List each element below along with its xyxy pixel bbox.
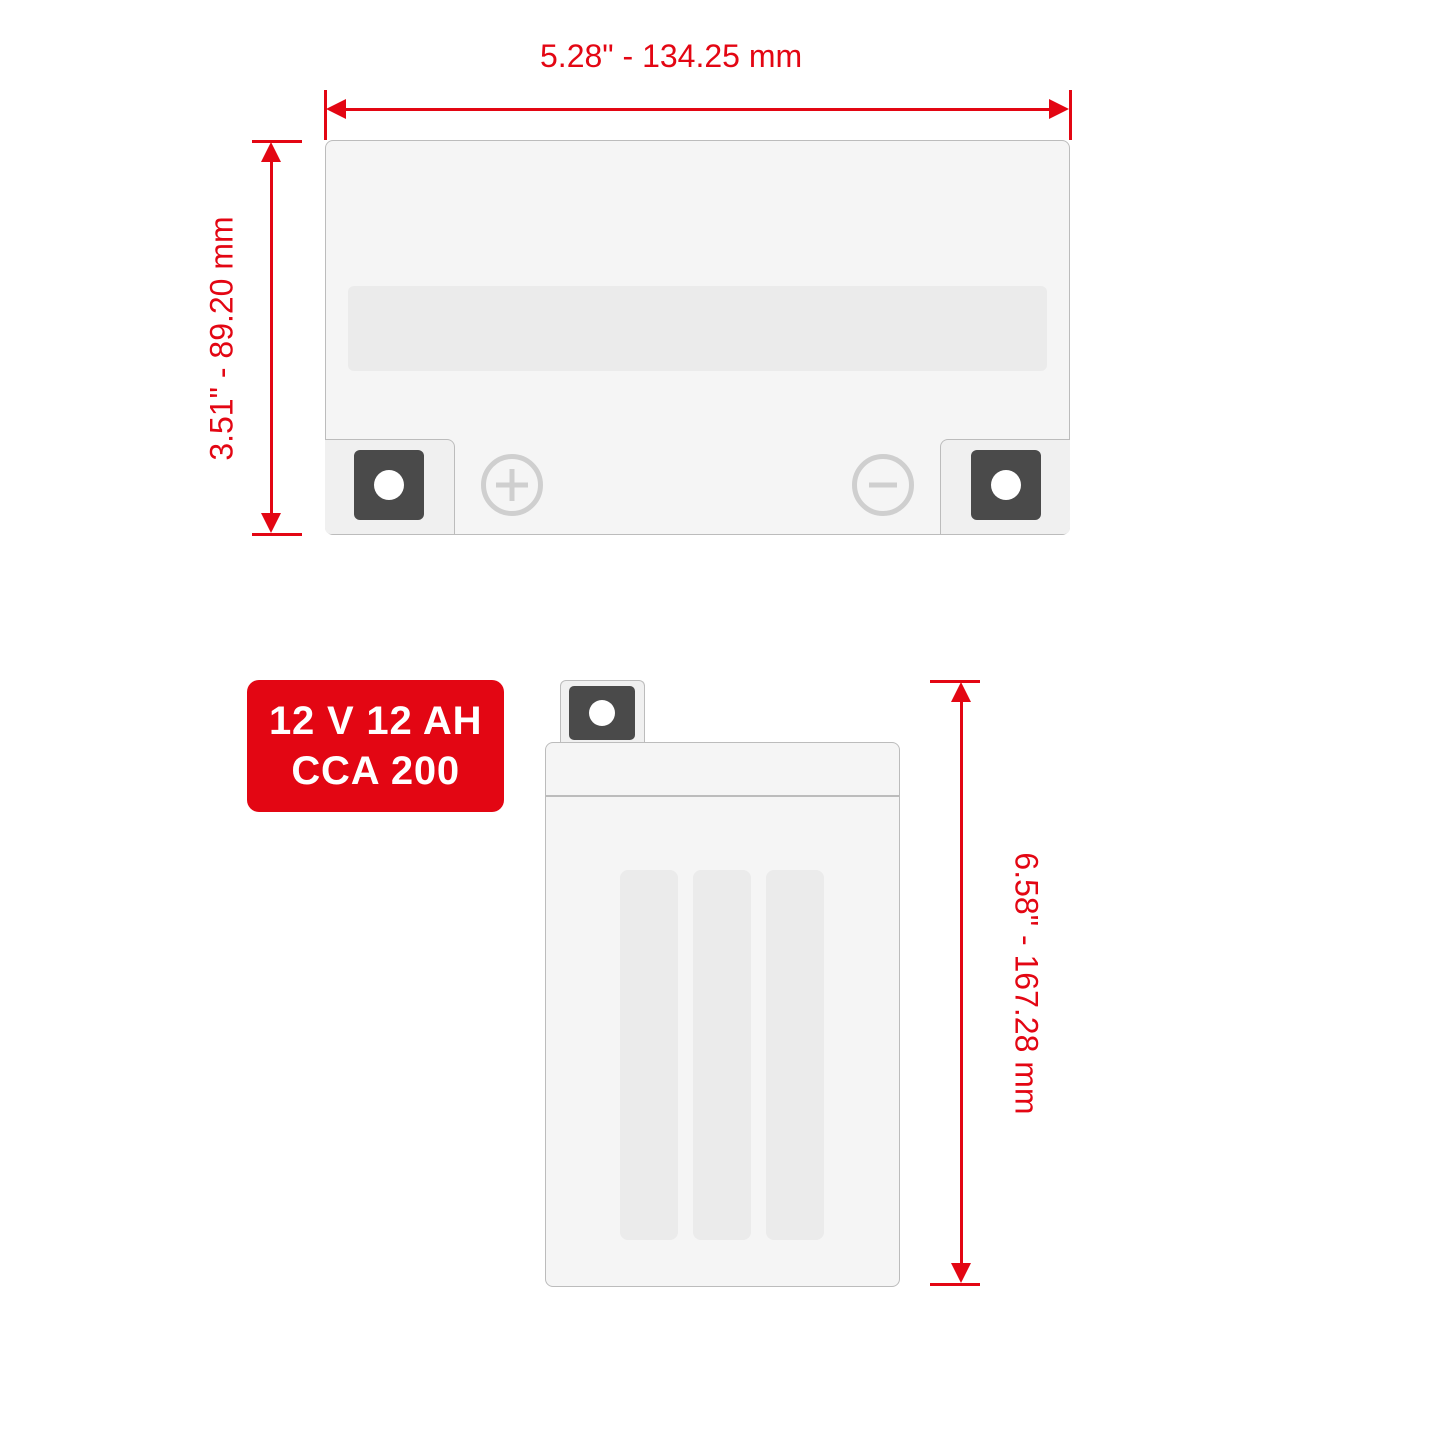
dim-height-line bbox=[960, 700, 963, 1265]
dim-depth-arrow-up bbox=[261, 142, 281, 162]
dim-depth-tick-bottom bbox=[252, 533, 302, 536]
battery-top-view bbox=[325, 140, 1070, 535]
terminal-right bbox=[971, 450, 1041, 520]
side-lid-line bbox=[545, 795, 900, 797]
diagram-canvas: 5.28" - 134.25 mm 3.51" - 89.20 mm 12 V … bbox=[0, 0, 1445, 1445]
side-rib-3 bbox=[766, 870, 824, 1240]
dim-width-arrow-right bbox=[1049, 99, 1069, 119]
dim-width-tick-right bbox=[1069, 90, 1072, 140]
dim-width-label: 5.28" - 134.25 mm bbox=[540, 38, 802, 75]
minus-icon bbox=[852, 454, 914, 516]
dim-height-label: 6.58" - 167.28 mm bbox=[1008, 852, 1045, 1114]
dim-height-arrow-up bbox=[951, 682, 971, 702]
side-terminal bbox=[569, 686, 635, 740]
spec-badge: 12 V 12 AH CCA 200 bbox=[247, 680, 504, 812]
dim-height-arrow-down bbox=[951, 1263, 971, 1283]
plus-icon bbox=[481, 454, 543, 516]
spec-line-1: 12 V 12 AH bbox=[269, 696, 482, 746]
dim-width-arrow-left bbox=[326, 99, 346, 119]
dim-depth-line bbox=[270, 160, 273, 515]
battery-label-strip bbox=[348, 286, 1047, 371]
dim-width-line bbox=[345, 108, 1050, 111]
side-rib-2 bbox=[693, 870, 751, 1240]
spec-line-2: CCA 200 bbox=[269, 746, 482, 796]
terminal-left bbox=[354, 450, 424, 520]
dim-depth-arrow-down bbox=[261, 513, 281, 533]
side-rib-1 bbox=[620, 870, 678, 1240]
dim-height-tick-bottom bbox=[930, 1283, 980, 1286]
battery-side-view bbox=[545, 680, 900, 1285]
dim-depth-label: 3.51" - 89.20 mm bbox=[204, 216, 241, 460]
